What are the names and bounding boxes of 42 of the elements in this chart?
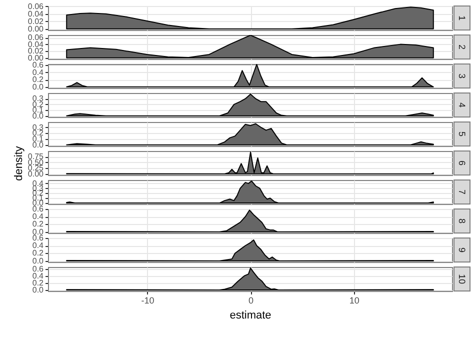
text: 6	[457, 160, 467, 166]
y-tick-label: 0.04	[28, 9, 44, 18]
y-tick-label: 0.00	[28, 53, 44, 62]
x-axis-title: estimate	[230, 310, 272, 322]
y-tick-label: 0.04	[28, 40, 44, 49]
y-tick-label: 0.02	[28, 16, 44, 26]
y-tick-label: 0.0	[32, 256, 44, 266]
y-tick-label: 0.6	[32, 234, 44, 242]
y-tick-label: 0.6	[32, 264, 44, 274]
y-tick-label: 0.4	[32, 271, 44, 280]
y-tick-label: 0.2	[32, 220, 44, 229]
x-tick-label: -10	[141, 296, 154, 306]
y-tick-label: 0.02	[28, 46, 44, 56]
text: 10	[457, 274, 467, 284]
y-tick-label: 0.0	[32, 285, 44, 294]
text: 8	[457, 218, 467, 224]
y-tick-label: 0.2	[32, 248, 44, 258]
y-tick-label: 0.4	[32, 212, 44, 222]
y-tick-label: 0.06	[28, 2, 44, 11]
text: 7	[457, 189, 467, 195]
y-tick-label: 0.4	[32, 178, 44, 188]
text: 3	[457, 73, 467, 79]
text: 9	[457, 247, 467, 253]
x-tick-label: 0	[248, 296, 254, 306]
text: 1	[457, 15, 467, 21]
y-tick-label: 0.00	[28, 24, 44, 34]
y-tick-label: 0.06	[28, 33, 44, 42]
y-tick-label: 0.6	[32, 204, 44, 214]
y-tick-label: 0.0	[32, 111, 44, 120]
y-axis-title: density	[12, 146, 25, 181]
y-tick-label: 0.2	[32, 75, 44, 84]
y-tick-label: 0.6	[32, 60, 44, 70]
text: 5	[457, 131, 467, 137]
text: 2	[457, 44, 467, 50]
y-tick-label: 0.00	[28, 169, 44, 178]
y-tick-label: 0.0	[32, 227, 44, 236]
x-tick-label: 10	[349, 296, 360, 306]
y-tick-label: 0.0	[32, 82, 44, 92]
y-tick-label: 0.2	[32, 278, 44, 288]
y-tick-label: 0.4	[32, 68, 44, 77]
text: 4	[457, 102, 467, 108]
y-tick-label: 0.4	[32, 241, 44, 250]
